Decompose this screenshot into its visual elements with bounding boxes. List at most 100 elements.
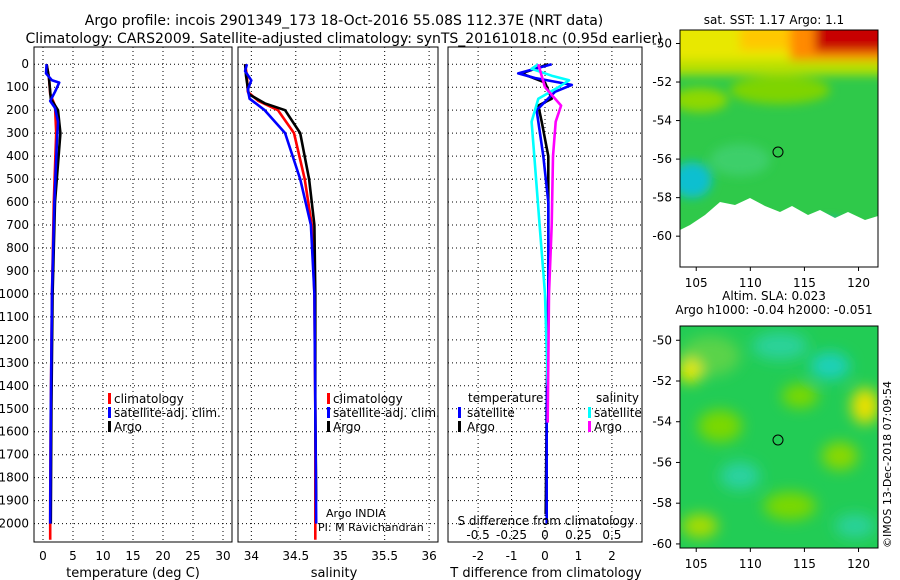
lon-tick-label: 105 [685,557,708,571]
depth-tick-label: 1900 [0,494,29,508]
depth-tick-label: 900 [6,264,29,278]
sla-map-frame [679,325,879,549]
depth-tick-label: 800 [6,241,29,255]
legend-swatch-sal-argo [588,421,591,432]
x-tick-label-top: 0.25 [565,528,592,542]
lon-tick-label: 105 [685,276,708,290]
x-tick-label: -2 [472,549,484,563]
lat-tick-label: -56 [652,455,672,469]
x-tick-label: 34 [244,549,259,563]
x-tick-label: 35.5 [371,549,398,563]
temperature-xlabel: temperature (deg C) [66,566,200,580]
x-tick-label: 35 [333,549,348,563]
depth-tick-label: 1400 [0,379,29,393]
depth-tick-label: 300 [6,126,29,140]
series-line-salinity-satellite [530,63,571,386]
series-line-salinity-argo [537,63,563,423]
depth-tick-label: 2000 [0,517,29,531]
sst-map-title: sat. SST: 1.17 Argo: 1.1 [704,13,844,27]
x-tick-label: 2 [608,549,616,563]
title-line2: Climatology: CARS2009. Satellite-adjuste… [25,31,662,47]
sst-nodata-mask [680,198,878,267]
temperature-legend: climatology satellite-adj. clim. Argo [108,392,221,434]
legend-title-temperature: temperature [468,391,543,405]
salinity-legend: climatology satellite-adj. clim. Argo [327,392,440,434]
x-tick-label: 30 [215,549,230,563]
depth-tick-label: 0 [21,57,29,71]
lat-tick-label: -60 [652,229,672,243]
salinity-plot-area [237,46,439,543]
depth-tick-label: 1700 [0,448,29,462]
argo-location-marker [772,146,784,158]
depth-tick-label: 1200 [0,333,29,347]
difference-xlabel-top: S difference from climatology [458,514,635,528]
series-line-satellite-adj-clim- [243,63,318,524]
legend-swatch-temp-argo [458,421,461,432]
lat-tick-label: -58 [652,496,672,510]
lat-tick-label: -54 [652,415,672,429]
watermark: ©IMOS 13-Dec-2018 07:09:54 [881,381,894,548]
title-line1: Argo profile: incois 2901349_173 18-Oct-… [85,13,604,29]
depth-tick-label: 200 [6,103,29,117]
depth-tick-label: 1000 [0,287,29,301]
sla-field-patches [680,332,878,538]
sla-map-title1: Altim. SLA: 0.023 [722,289,826,303]
lon-tick-label: 115 [793,276,816,290]
x-tick-label-top: 0 [541,528,549,542]
annotation-argo-india: Argo INDIA [326,507,386,520]
lon-tick-label: 120 [847,276,870,290]
x-tick-label-top: -0.25 [496,528,527,542]
sla-map: Altim. SLA: 0.023 Argo h1000: -0.04 h200… [652,289,879,571]
depth-tick-label: 100 [6,80,29,94]
lat-tick-label: -52 [652,75,672,89]
lat-tick-label: -58 [652,191,672,205]
lon-tick-label: 120 [847,557,870,571]
legend-swatch-temp-satellite [458,407,461,418]
sst-map: sat. SST: 1.17 Argo: 1.1 [652,13,879,290]
legend-label-sal-argo: Argo [594,420,622,434]
lat-tick-label: -52 [652,374,672,388]
legend-swatch-satellite [108,407,111,418]
x-tick-label: 15 [125,549,140,563]
lat-tick-label: -50 [652,36,672,50]
legend-label-satellite: satellite-adj. clim. [114,406,221,420]
depth-tick-label: 1300 [0,356,29,370]
legend-swatch-sal-satellite [588,407,591,418]
legend-swatch-satellite [327,407,330,418]
annotation-pi: PI: M Ravichandran [318,521,424,534]
legend-label-satellite: satellite-adj. clim. [333,406,440,420]
argo-location-marker [772,434,784,446]
x-tick-label: 36 [421,549,436,563]
salinity-panel: 34 34.5 35 35.5 36 salinity climatology sate… [237,46,440,580]
depth-tick-label: 600 [6,195,29,209]
x-tick-label: 1 [575,549,583,563]
legend-swatch-climatology [327,393,330,404]
depth-tick-label: 1600 [0,425,29,439]
lat-tick-label: -54 [652,114,672,128]
legend-swatch-climatology [108,393,111,404]
depth-tick-label: 1800 [0,471,29,485]
lat-tick-label: -50 [652,333,672,347]
legend-swatch-argo [327,421,330,432]
depth-tick-label: 400 [6,149,29,163]
lat-tick-label: -60 [652,537,672,551]
legend-label-sal-satellite: satellite [594,406,642,420]
depth-tick-label: 1100 [0,310,29,324]
legend-label-temp-argo: Argo [467,420,495,434]
x-tick-label: 0 [39,549,47,563]
salinity-xlabel: salinity [311,566,358,580]
x-tick-label-top: -0.5 [466,528,489,542]
lon-tick-label: 110 [739,276,762,290]
legend-title-salinity: salinity [596,391,639,405]
lon-tick-label: 115 [793,557,816,571]
x-tick-label: 20 [155,549,170,563]
series-line-satellite-adj-clim- [44,64,61,524]
legend-label-climatology: climatology [333,392,403,406]
x-tick-label: 0 [541,549,549,563]
legend-swatch-argo [108,421,111,432]
x-tick-label: -1 [506,549,518,563]
x-tick-label-top: 0.5 [602,528,621,542]
x-tick-label: 10 [95,549,110,563]
legend-label-temp-satellite: satellite [467,406,515,420]
